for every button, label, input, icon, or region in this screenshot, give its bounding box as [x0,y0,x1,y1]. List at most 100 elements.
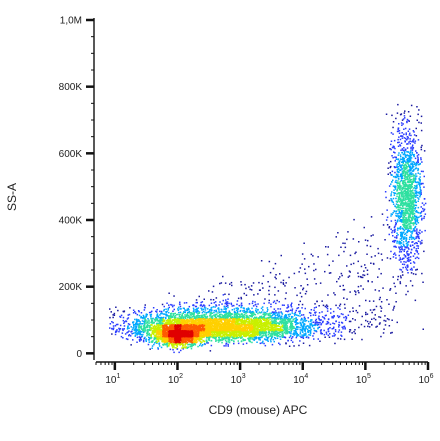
data-point [332,327,335,330]
data-point [169,315,171,317]
data-point [306,278,308,280]
data-point [415,127,417,130]
data-point [222,299,224,302]
data-point [238,318,241,321]
data-point [130,326,132,328]
data-point [233,331,235,334]
data-point [183,307,185,310]
data-point [404,212,407,215]
data-point [256,318,258,320]
data-point [416,220,419,222]
data-point [277,290,280,292]
data-point [349,320,352,323]
data-point [407,143,409,145]
data-point [228,331,231,333]
data-point [414,195,416,198]
data-point [387,167,389,169]
data-point [128,313,131,316]
data-point [273,300,276,302]
data-point [403,174,405,177]
data-point [349,291,351,293]
data-point [179,311,182,314]
data-point [393,231,396,233]
data-point [398,254,400,257]
data-point [399,268,401,271]
data-point [401,158,403,161]
data-point [286,332,289,334]
data-point [326,321,329,323]
data-point [260,319,262,322]
data-point [265,324,267,326]
data-point [418,121,420,124]
data-point [232,337,235,339]
data-point [265,334,268,337]
data-point [222,331,225,334]
data-point [400,179,403,182]
data-point [274,337,277,340]
data-point [392,203,395,205]
data-point [301,307,303,309]
data-point [153,321,155,324]
data-point [400,190,402,192]
data-point [142,329,145,332]
data-point [149,334,151,336]
data-point [421,210,423,213]
data-point [145,316,147,318]
data-point [328,272,331,274]
data-point [213,330,215,333]
data-point [171,316,174,319]
data-point [337,232,339,234]
data-point [299,326,301,329]
data-point [415,223,418,225]
data-point [270,315,272,317]
data-point [220,282,223,284]
data-point [216,331,218,334]
data-point [221,341,223,344]
data-point [299,331,302,333]
data-point [386,299,388,301]
data-point [417,200,419,202]
data-point [192,307,195,310]
data-point [171,312,173,315]
data-point [299,267,302,269]
data-point [396,181,398,184]
data-point [295,320,297,322]
data-point [403,261,405,263]
data-point [305,319,308,322]
data-point [419,196,421,198]
data-point [405,224,407,227]
data-point [259,312,261,314]
data-point [154,327,156,329]
data-point [253,335,256,337]
data-point [210,298,212,301]
data-point [400,166,402,168]
data-point [265,331,267,333]
data-point [402,153,405,156]
data-point [343,303,346,306]
data-point [397,215,399,217]
data-point [243,317,246,319]
data-point [147,331,149,333]
data-point [358,241,360,243]
data-point [209,336,212,338]
data-point [273,334,275,336]
data-point [223,334,225,337]
data-point [281,304,284,306]
data-point [244,283,246,286]
data-point [410,236,413,238]
data-point [348,320,351,323]
data-point [405,210,408,212]
data-point [184,316,186,318]
data-point [123,328,125,330]
data-point [407,174,409,176]
data-point [204,315,207,318]
data-point [313,338,315,340]
data-point [412,207,415,209]
data-point [262,333,264,335]
data-point [158,317,160,319]
data-point [397,138,399,141]
data-point [158,342,160,344]
data-point [313,263,315,265]
data-point [228,315,230,317]
data-point [233,333,236,335]
